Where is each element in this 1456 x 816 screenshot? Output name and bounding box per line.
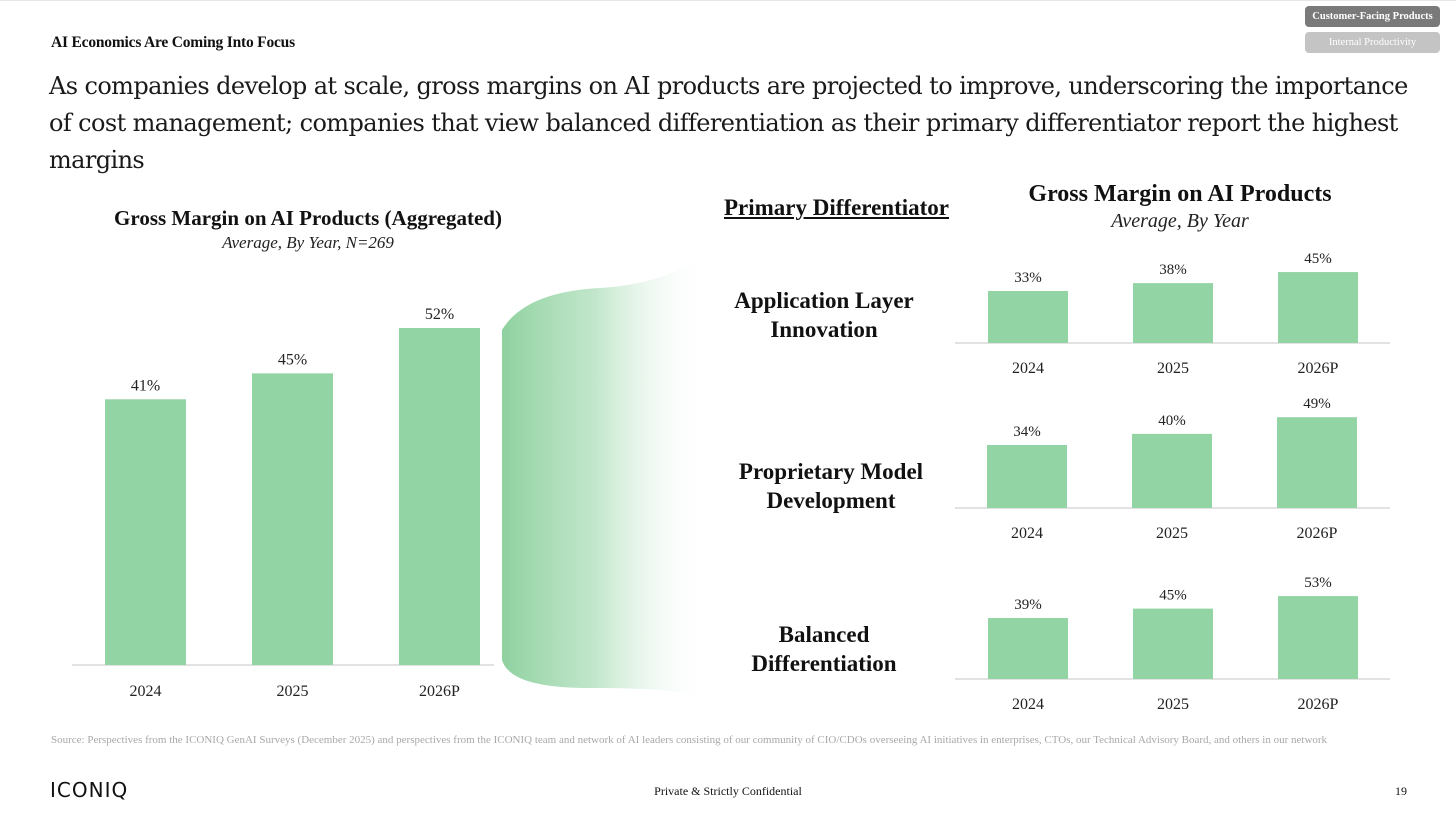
bar-2025 bbox=[1133, 283, 1213, 343]
differentiator-charts-subtitle: Average, By Year bbox=[1111, 210, 1249, 232]
x-tick-label: 2025 bbox=[1157, 360, 1189, 377]
x-tick-label: 2026P bbox=[1298, 696, 1339, 713]
data-label: 45% bbox=[278, 351, 307, 368]
row-label-balanced-differentiation: Balanced Differentiation bbox=[709, 620, 939, 678]
bar-2026p bbox=[1277, 417, 1357, 508]
page-number: 19 bbox=[1395, 784, 1407, 798]
x-tick-label: 2024 bbox=[130, 683, 162, 700]
data-label: 53% bbox=[1304, 575, 1332, 591]
data-label: 49% bbox=[1303, 396, 1331, 412]
x-tick-label: 2025 bbox=[1157, 696, 1189, 713]
data-label: 45% bbox=[1304, 251, 1332, 267]
x-tick-label: 2026P bbox=[1298, 360, 1339, 377]
bar-2024 bbox=[988, 618, 1068, 679]
x-tick-label: 2026P bbox=[1297, 525, 1338, 542]
x-tick-label: 2025 bbox=[1156, 525, 1188, 542]
row-label-line: Application Layer bbox=[734, 288, 914, 313]
tag-internal-productivity[interactable]: Internal Productivity bbox=[1305, 32, 1440, 53]
confidentiality-note: Private & Strictly Confidential bbox=[654, 784, 802, 798]
tag-customer-facing-products[interactable]: Customer-Facing Products bbox=[1305, 6, 1440, 27]
row-label-application-layer: Application Layer Innovation bbox=[709, 286, 939, 344]
connector-fade-shape bbox=[502, 248, 710, 700]
bar-2026p bbox=[399, 328, 480, 665]
differentiator-charts-title: Gross Margin on AI Products bbox=[1028, 181, 1332, 207]
row-label-line: Differentiation bbox=[751, 651, 897, 676]
x-tick-label: 2025 bbox=[277, 683, 309, 700]
row-label-line: Balanced bbox=[778, 622, 870, 647]
top-divider bbox=[0, 0, 1456, 1]
data-label: 40% bbox=[1158, 413, 1186, 429]
iconiq-logo: ICONIQ bbox=[50, 778, 129, 802]
bar-2025 bbox=[1133, 608, 1213, 679]
headline: As companies develop at scale, gross mar… bbox=[49, 72, 1408, 174]
bar-2025 bbox=[252, 373, 333, 665]
x-tick-label: 2024 bbox=[1011, 525, 1043, 542]
data-label: 52% bbox=[425, 306, 454, 323]
row-label-line: Proprietary Model bbox=[738, 459, 924, 484]
chart-3: 39% 2024 45% 2025 53% 2026P bbox=[955, 575, 1390, 713]
data-label: 38% bbox=[1159, 262, 1187, 278]
bar-2026p bbox=[1278, 272, 1358, 343]
data-label: 39% bbox=[1014, 597, 1042, 613]
row-label-line: Innovation bbox=[770, 317, 878, 342]
aggregated-chart-title: Gross Margin on AI Products (Aggregated) bbox=[114, 206, 502, 230]
bar-2026p bbox=[1278, 596, 1358, 679]
chart-1: 33% 2024 38% 2025 45% 2026P bbox=[955, 251, 1390, 377]
data-label: 45% bbox=[1159, 588, 1187, 604]
x-tick-label: 2026P bbox=[419, 683, 460, 700]
chart-0: 41% 2024 45% 2025 52% 2026P bbox=[72, 306, 494, 700]
section-title: AI Economics Are Coming Into Focus bbox=[51, 34, 295, 51]
source-footnote: Source: Perspectives from the ICONIQ Gen… bbox=[51, 734, 1328, 746]
bar-2024 bbox=[105, 399, 186, 665]
bar-2024 bbox=[988, 291, 1068, 343]
data-label: 34% bbox=[1013, 424, 1041, 440]
aggregated-chart-subtitle: Average, By Year, N=269 bbox=[222, 233, 394, 252]
bar-2024 bbox=[987, 445, 1067, 508]
data-label: 41% bbox=[131, 377, 160, 394]
bar-2025 bbox=[1132, 433, 1212, 508]
x-tick-label: 2024 bbox=[1012, 696, 1044, 713]
chart-2: 34% 2024 40% 2025 49% 2026P bbox=[955, 396, 1390, 542]
data-label: 33% bbox=[1014, 270, 1042, 286]
primary-differentiator-heading: Primary Differentiator bbox=[724, 195, 950, 220]
x-tick-label: 2024 bbox=[1012, 360, 1044, 377]
row-label-line: Development bbox=[766, 488, 896, 513]
row-label-proprietary-model: Proprietary Model Development bbox=[716, 457, 946, 515]
